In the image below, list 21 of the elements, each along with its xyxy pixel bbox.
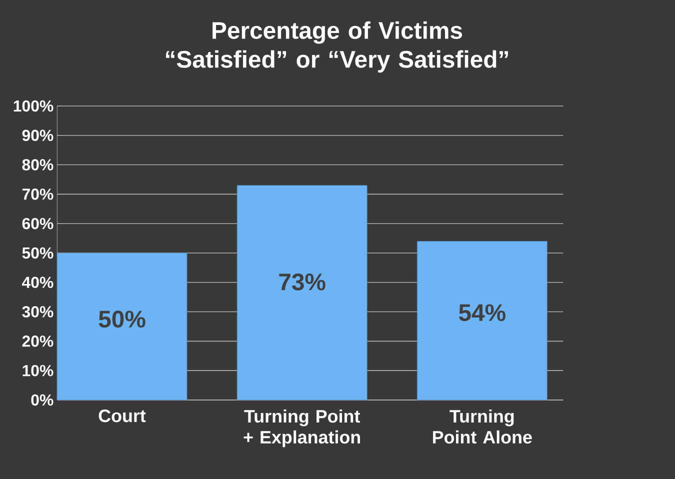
y-tick-label: 100%	[14, 100, 54, 112]
bar	[56, 252, 188, 400]
chart-title: Percentage of Victims “Satisfied” or “Very Satisfied”	[166, 21, 508, 73]
x-tick-label: Turning Point + Explanation	[244, 410, 360, 448]
y-tick-label: 20%	[22, 336, 54, 347]
x-tick-label: Court	[98, 409, 146, 422]
y-tick-label: 0%	[31, 394, 54, 406]
data-label: 73%	[279, 273, 326, 290]
bar	[416, 241, 548, 400]
x-tick-label: Turning Point Alone	[433, 410, 532, 444]
data-label: 50%	[98, 310, 146, 328]
bar	[236, 185, 368, 400]
y-tick-label: 50%	[22, 247, 54, 259]
y-tick-label: 60%	[22, 218, 54, 230]
y-tick-label: 80%	[22, 159, 54, 170]
y-tick-label: 10%	[22, 364, 54, 376]
y-tick-label: 90%	[22, 130, 54, 142]
y-tick-label: 40%	[22, 276, 54, 288]
data-label: 54%	[458, 304, 506, 322]
y-tick-label: 30%	[22, 306, 54, 318]
y-tick-label: 70%	[22, 188, 54, 200]
